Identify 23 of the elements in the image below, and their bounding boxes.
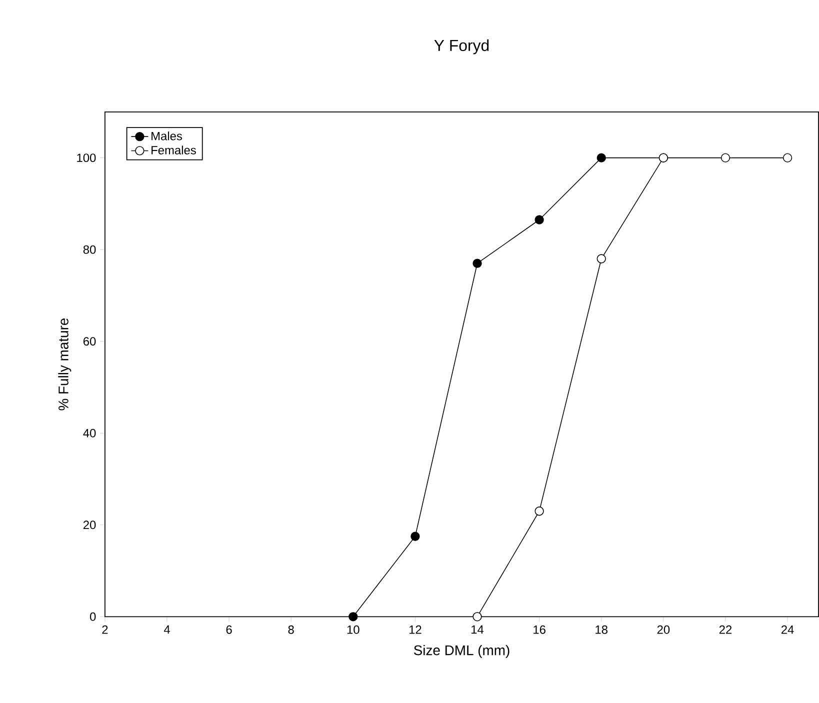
- x-tick-label: 22: [719, 626, 732, 634]
- x-tick-label: 18: [596, 626, 608, 634]
- y-tick-label: 40: [83, 429, 96, 438]
- y-tick-label: 80: [83, 246, 96, 254]
- x-tick-label: 6: [226, 626, 232, 634]
- x-axis-title: Size DML (mm): [414, 645, 510, 658]
- legend-label: Males: [152, 132, 182, 140]
- y-tick-label: 20: [83, 520, 96, 530]
- x-tick-label: 20: [657, 626, 670, 634]
- y-tick-label: 0: [90, 612, 96, 622]
- y-tick-label: 100: [77, 154, 96, 162]
- x-tick-label: 14: [472, 626, 484, 634]
- x-tick-label: 2: [102, 626, 108, 634]
- y-axis-title: % Fully mature: [58, 318, 72, 410]
- x-tick-label: 8: [288, 626, 294, 634]
- chart-title: Y Foryd: [434, 40, 489, 54]
- x-tick-label: 16: [534, 626, 546, 634]
- legend-label: Females: [152, 146, 196, 155]
- x-tick-label: 12: [409, 626, 422, 634]
- x-tick-label: 4: [164, 626, 170, 634]
- y-tick-label: 60: [84, 337, 96, 346]
- x-tick-label: 10: [347, 626, 360, 634]
- x-tick-label: 24: [781, 626, 794, 634]
